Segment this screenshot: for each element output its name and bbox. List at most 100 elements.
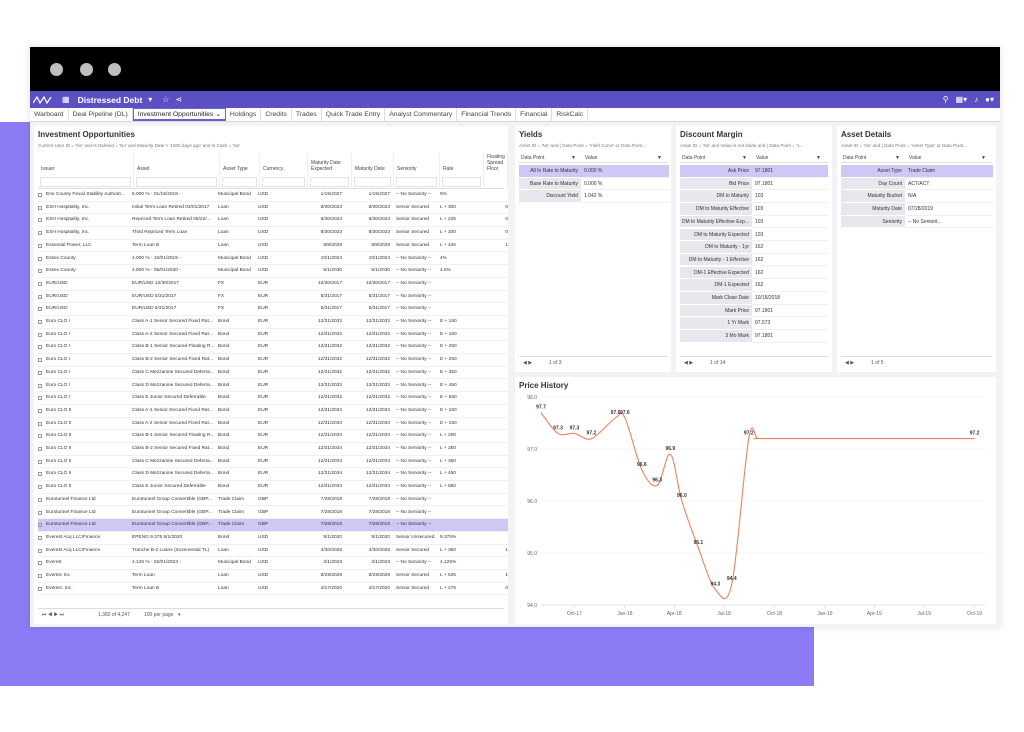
column-header-data-point[interactable]: Data Point — [682, 155, 706, 161]
table-row[interactable]: Euro CLO I Class A-1 Senior Secured Fixed… — [38, 316, 508, 329]
checkbox-icon[interactable] — [38, 231, 42, 236]
row-checkbox[interactable] — [38, 392, 42, 407]
column-header-value[interactable]: Value — [756, 155, 769, 161]
table-row[interactable]: Euro CLO I Class E Junior Secured Deferra… — [38, 392, 508, 405]
column-header-4[interactable]: Maturity Date Expected — [308, 153, 352, 189]
table-row[interactable]: Euro CLO I Class A-2 Senior Secured Fixed… — [38, 329, 508, 342]
checkbox-icon[interactable] — [38, 294, 42, 299]
row-checkbox[interactable] — [38, 583, 42, 598]
list-item[interactable]: Ask Price 97.1801 — [680, 165, 828, 178]
list-item[interactable]: Mark Price 97.1801 — [680, 304, 828, 318]
row-checkbox[interactable] — [38, 354, 42, 369]
checkbox-icon[interactable] — [38, 193, 42, 197]
table-row[interactable]: EUR/USD EUR/USD 12/30/2017 FX EUR 12/30/2017… — [38, 278, 508, 291]
per-page-select[interactable]: 100 per page — [144, 612, 174, 618]
tab-warboard[interactable]: Warboard — [30, 108, 69, 121]
app-title[interactable]: Distressed Debt — [77, 94, 143, 105]
filter-icon[interactable]: ▼ — [657, 155, 662, 161]
list-item[interactable]: Asset Type Trade Claim — [841, 165, 993, 178]
list-item[interactable]: Mark Close Date 10/18/2018 — [680, 292, 828, 305]
checkbox-icon[interactable] — [38, 421, 42, 426]
row-checkbox[interactable] — [38, 303, 42, 318]
filter-text[interactable]: Asset ID = 'No' and Value is not blank a… — [680, 143, 804, 148]
list-item[interactable]: Discount Yield 1.042 % — [519, 190, 669, 203]
search-icon[interactable]: ⚲ — [942, 95, 949, 104]
list-item[interactable]: DM to Maturity Effective 103 — [680, 203, 828, 216]
column-header-1[interactable]: Asset — [134, 153, 220, 189]
table-row[interactable]: Euro CLO I Class D Mezzanine Secured Defe… — [38, 380, 508, 393]
checkbox-icon[interactable] — [38, 561, 42, 566]
row-checkbox[interactable] — [38, 430, 42, 445]
pager-icons[interactable]: ◀ ▶ — [523, 360, 533, 366]
pager-icons[interactable]: ◀ ▶ — [684, 360, 694, 366]
checkbox-icon[interactable] — [38, 396, 42, 401]
column-header-6[interactable]: Seniority — [394, 153, 440, 189]
table-row[interactable]: Euro CLO I Class C Mezzanine Secured Defe… — [38, 367, 508, 380]
chevron-down-icon[interactable]: ▾ — [178, 612, 181, 618]
column-filter-input[interactable] — [310, 177, 349, 187]
row-checkbox[interactable] — [38, 214, 42, 229]
logo-icon[interactable] — [30, 91, 56, 108]
checkbox-icon[interactable] — [38, 510, 42, 515]
row-checkbox[interactable] — [38, 443, 42, 458]
table-row[interactable]: Euro CLO II Class D Mezzanine Secured Def… — [38, 468, 508, 483]
row-checkbox[interactable] — [38, 265, 42, 280]
row-checkbox[interactable] — [38, 253, 42, 268]
row-checkbox[interactable] — [38, 278, 42, 293]
row-checkbox[interactable] — [38, 494, 42, 509]
tab-analyst-commentary[interactable]: Analyst Commentary — [385, 108, 458, 121]
list-item[interactable]: Bid Price 97.1801 — [680, 177, 828, 191]
tab-riskcalc[interactable]: RiskCalc — [552, 108, 589, 121]
row-checkbox[interactable] — [38, 519, 42, 534]
list-item[interactable]: DM to Maturity 103 — [680, 190, 828, 203]
table-row[interactable]: Erie County Fiscal Stability Authorit...… — [38, 189, 508, 202]
table-row[interactable]: ESH Hospitality, Inc. Initial Term Loan R… — [38, 202, 508, 215]
row-checkbox[interactable] — [38, 456, 42, 471]
table-row[interactable]: Everest Acq LLC/Finance Tranche B-2 Loans… — [38, 545, 508, 558]
column-header-5[interactable]: Maturity Date — [352, 153, 394, 189]
bell-icon[interactable]: ♪ — [974, 95, 979, 104]
table-row[interactable]: Eurotunnel Finance Ltd Eurotunnel Group C… — [38, 519, 508, 532]
list-item[interactable]: Day Count ACT/ACT — [841, 177, 993, 191]
column-filter-input[interactable] — [354, 177, 391, 187]
column-header-data-point[interactable]: Data Point — [843, 155, 867, 161]
list-item[interactable]: 3 Mo Mark 97.1801 — [680, 330, 828, 343]
filter-icon[interactable]: ▼ — [571, 155, 576, 161]
chevron-down-icon[interactable]: ▾ — [148, 95, 153, 104]
row-checkbox[interactable] — [38, 227, 42, 242]
table-row[interactable]: Euro CLO II Class A-1 Senior Secured Fixe… — [38, 405, 508, 418]
checkbox-icon[interactable] — [38, 447, 42, 451]
checkbox-icon[interactable] — [38, 548, 42, 553]
tab-credits[interactable]: Credits — [261, 108, 292, 121]
column-filter-input[interactable] — [262, 177, 305, 187]
share-icon[interactable]: ⋖ — [175, 95, 183, 104]
checkbox-icon[interactable] — [38, 370, 42, 375]
list-item[interactable]: DM to Maturity - 1yr 162 — [680, 241, 828, 254]
table-row[interactable]: EUR/USD EUR/USD 5/31/2017 FX EUR 5/31/2017 5/… — [38, 303, 508, 316]
list-item[interactable]: DM-1 Expected 162 — [680, 279, 828, 292]
list-item[interactable]: 1 Yr Mark 97.573 — [680, 317, 828, 330]
list-item[interactable]: DM to Maturity Effective Exp... 103 — [680, 215, 828, 229]
checkbox-icon[interactable] — [38, 408, 42, 413]
table-row[interactable]: Euro CLO II Class B-2 Senior Secured Fixe… — [38, 443, 508, 456]
filter-icon[interactable]: ▼ — [981, 155, 986, 161]
table-row[interactable]: Everett 4.125 % - 02/01/2023 - Municipal B… — [38, 557, 508, 570]
table-row[interactable]: Eurotunnel Finance Ltd Eurotunnel Group C… — [38, 494, 508, 507]
table-row[interactable]: Evertec, Inc. Term Loan B Loan USD 4/17/2020… — [38, 583, 508, 596]
row-checkbox[interactable] — [38, 468, 42, 483]
list-item[interactable]: Maturity Date 07/28/2019 — [841, 203, 993, 216]
row-checkbox[interactable] — [38, 545, 42, 560]
checkbox-icon[interactable] — [38, 205, 42, 210]
apps-icon[interactable]: ▦▾ — [955, 95, 968, 104]
checkbox-icon[interactable] — [38, 497, 42, 502]
filter-icon[interactable]: ▼ — [895, 155, 900, 161]
row-checkbox[interactable] — [38, 380, 42, 395]
row-checkbox[interactable] — [38, 532, 42, 547]
checkbox-icon[interactable] — [38, 320, 42, 324]
table-row[interactable]: Essex County 4.000 % - 10/01/2015 - Munici… — [38, 253, 508, 266]
checkbox-icon[interactable] — [38, 574, 42, 578]
table-row[interactable]: Eurotunnel Finance Ltd Eurotunnel Group C… — [38, 507, 508, 520]
checkbox-icon[interactable] — [38, 256, 42, 261]
checkbox-icon[interactable] — [38, 269, 42, 274]
checkbox-icon[interactable] — [38, 307, 42, 312]
